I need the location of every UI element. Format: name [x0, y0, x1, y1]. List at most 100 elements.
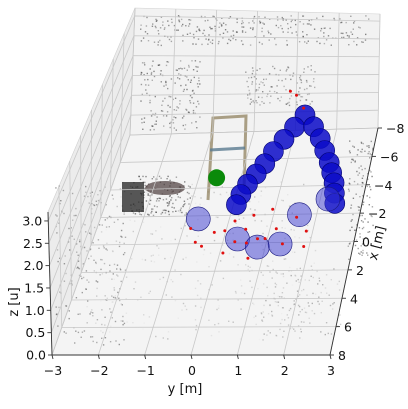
cloud-point-wall [163, 85, 165, 87]
cloud-point-wall [251, 83, 253, 85]
cloud-point-wall [277, 79, 280, 81]
cloud-point-furniture [183, 204, 185, 206]
cloud-point-floor [295, 280, 297, 282]
cloud-point-wall [369, 196, 371, 199]
cloud-point-floor [281, 292, 284, 294]
cloud-point-floor [100, 231, 103, 233]
cloud-point-wall [168, 95, 170, 98]
translucent-marker [287, 202, 312, 227]
cloud-point-wall [189, 19, 192, 21]
cloud-point-wall [372, 147, 374, 150]
cloud-point-floor [96, 287, 98, 290]
cloud-point-wall [258, 86, 260, 89]
cloud-point-wall [80, 275, 82, 277]
cloud-point-wall [170, 40, 173, 43]
cloud-point-floor [194, 305, 197, 307]
cloud-point-wall [369, 153, 371, 155]
cloud-point-floor [271, 315, 274, 317]
cloud-point-wall [93, 204, 96, 207]
cloud-point-wall [185, 108, 187, 111]
cloud-point-wall [372, 224, 374, 227]
cloud-point-floor [240, 279, 242, 281]
cloud-point-wall [236, 21, 238, 24]
cloud-point-wall [343, 36, 345, 39]
cloud-point-wall [57, 325, 59, 327]
cloud-point-floor [208, 266, 210, 268]
red-point [244, 241, 248, 245]
cloud-point-wall [196, 26, 199, 28]
cloud-point-wall [88, 202, 90, 204]
cloud-point-floor [275, 334, 277, 337]
cloud-point-wall [181, 117, 184, 119]
translucent-marker [186, 206, 211, 232]
cloud-point-wall [122, 253, 125, 256]
cloud-point-furniture [175, 199, 177, 201]
cloud-point-wall [305, 79, 308, 82]
x-tick-label: −4 [374, 178, 392, 193]
cloud-point-wall [260, 81, 262, 83]
cloud-point-floor [265, 299, 267, 302]
cloud-point-floor [281, 220, 283, 222]
cloud-point-floor [299, 294, 301, 296]
cloud-point-wall [183, 88, 185, 91]
cloud-point-wall [287, 31, 289, 33]
cloud-point-wall [356, 44, 358, 46]
red-point [295, 215, 299, 219]
cloud-point-wall [85, 288, 87, 290]
cloud-point-furniture [149, 203, 151, 205]
cloud-point-floor [281, 318, 283, 321]
cloud-point-floor [272, 268, 274, 271]
cloud-point-wall [367, 178, 369, 180]
cloud-point-wall [362, 252, 364, 254]
cloud-point-floor [333, 302, 335, 304]
cloud-point-floor [317, 283, 319, 285]
cloud-point-wall [310, 24, 312, 26]
cloud-point-wall [358, 206, 360, 208]
cloud-point-wall [187, 79, 189, 81]
cloud-point-wall [352, 28, 354, 30]
cloud-point-wall [60, 200, 62, 202]
cloud-point-wall [323, 42, 326, 45]
cloud-point-wall [218, 26, 220, 28]
cloud-point-floor [185, 256, 187, 259]
cloud-point-wall [207, 39, 210, 41]
cloud-chair [122, 182, 144, 212]
cloud-point-wall [201, 43, 203, 46]
cloud-point-wall [55, 225, 57, 228]
translucent-marker [267, 231, 293, 257]
cloud-point-wall [252, 100, 254, 102]
cloud-point-wall [182, 90, 185, 92]
cloud-point-floor [330, 279, 332, 281]
cloud-point-wall [256, 69, 258, 71]
cloud-point-wall [170, 78, 173, 80]
cloud-point-wall [85, 270, 88, 272]
cloud-point-wall [120, 229, 123, 232]
cloud-point-wall [155, 26, 157, 29]
cloud-point-wall [362, 249, 364, 252]
cloud-point-wall [122, 320, 124, 322]
cloud-point-furniture [176, 193, 179, 195]
cloud-point-floor [284, 319, 286, 321]
cloud-point-wall [249, 103, 251, 105]
cloud-point-wall [68, 227, 70, 230]
cloud-point-floor [255, 315, 257, 317]
cloud-point-wall [361, 168, 363, 171]
cloud-point-wall [73, 238, 75, 240]
cloud-point-floor [260, 312, 263, 314]
cloud-point-wall [153, 75, 156, 78]
cloud-point-wall [308, 23, 310, 25]
red-point [193, 240, 197, 244]
cloud-point-wall [235, 31, 238, 33]
cloud-point-floor [263, 283, 265, 285]
cloud-point-floor [100, 300, 102, 302]
cloud-point-floor [324, 287, 327, 289]
cloud-point-floor [196, 261, 198, 263]
cloud-point-floor [237, 264, 239, 266]
cloud-point-wall [186, 88, 188, 91]
cloud-point-floor [294, 236, 296, 238]
cloud-point-wall [141, 62, 144, 64]
cloud-point-wall [324, 27, 326, 29]
cloud-point-wall [306, 42, 308, 44]
cloud-point-wall [140, 28, 142, 30]
grid-line-z [50, 91, 379, 311]
